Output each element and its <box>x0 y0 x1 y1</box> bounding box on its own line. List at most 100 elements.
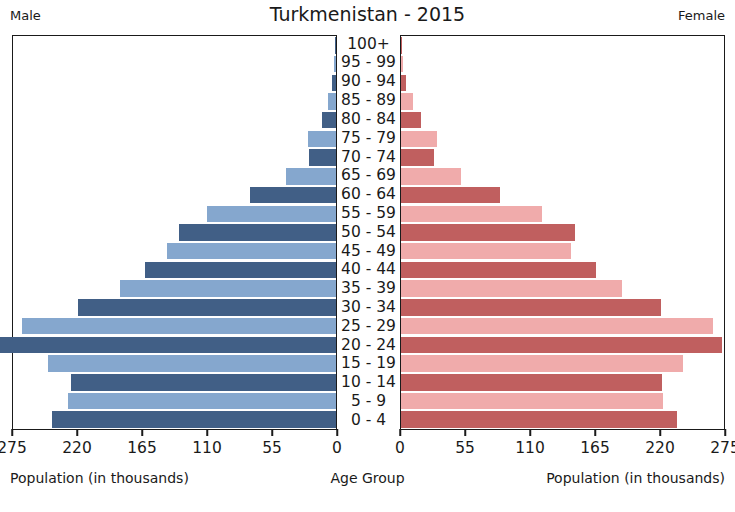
male-bar-row <box>13 55 336 74</box>
age-group-label: 100+ <box>347 37 390 53</box>
female-bar-row <box>401 55 724 74</box>
age-group-label: 55 - 59 <box>341 206 396 222</box>
female-bar <box>401 355 683 371</box>
axis-tick <box>271 429 273 436</box>
female-bar-row <box>401 279 724 298</box>
male-plot-area <box>12 35 337 430</box>
female-bar-row <box>401 354 724 373</box>
female-bar <box>401 206 542 222</box>
axis-tick <box>659 429 661 436</box>
age-group-row: 80 - 84 <box>337 110 400 129</box>
male-bar-row <box>13 242 336 261</box>
female-bar-row <box>401 410 724 429</box>
axis-tick <box>206 429 208 436</box>
female-bar <box>401 56 403 72</box>
axis-tick-label: 220 <box>645 439 675 457</box>
female-bar <box>401 93 413 109</box>
age-group-row: 10 - 14 <box>337 374 400 393</box>
female-bar <box>401 411 677 427</box>
age-group-row: 20 - 24 <box>337 336 400 355</box>
male-bar-row <box>13 298 336 317</box>
male-bar <box>179 224 336 240</box>
axis-tick-label: 165 <box>127 439 157 457</box>
age-group-row: 15 - 19 <box>337 355 400 374</box>
female-bar <box>401 280 622 296</box>
age-group-label: 70 - 74 <box>341 150 396 166</box>
axis-tick <box>11 429 13 436</box>
female-bar-row <box>401 130 724 149</box>
female-bar-row <box>401 261 724 280</box>
female-bar-row <box>401 392 724 411</box>
population-pyramid-chart: Male Turkmenistan - 2015 Female 100+95 -… <box>0 0 735 512</box>
age-group-row: 90 - 94 <box>337 73 400 92</box>
male-bar-row <box>13 392 336 411</box>
female-bar <box>401 187 500 203</box>
female-bar <box>401 149 434 165</box>
male-bar <box>328 93 336 109</box>
male-bar <box>334 56 336 72</box>
female-bar-row <box>401 73 724 92</box>
age-group-label: 30 - 34 <box>341 300 396 316</box>
male-bar <box>22 318 336 334</box>
axis-tick-label: 275 <box>710 439 735 457</box>
age-group-label: 60 - 64 <box>341 187 396 203</box>
female-bar <box>401 168 461 184</box>
age-group-row: 5 - 9 <box>337 392 400 411</box>
female-bar <box>401 374 662 390</box>
axis-tick <box>76 429 78 436</box>
male-bar <box>335 37 336 53</box>
male-bar <box>332 75 336 91</box>
female-bar <box>401 75 406 91</box>
axis-tick <box>141 429 143 436</box>
axis-tick-label: 55 <box>262 439 282 457</box>
male-bar-row <box>13 410 336 429</box>
axis-tick-label: 220 <box>62 439 92 457</box>
male-bar <box>207 206 336 222</box>
male-bar-row <box>13 130 336 149</box>
male-bar-row <box>13 186 336 205</box>
age-group-label: 50 - 54 <box>341 225 396 241</box>
age-group-row: 35 - 39 <box>337 280 400 299</box>
age-group-row: 50 - 54 <box>337 223 400 242</box>
male-bar <box>309 149 336 165</box>
age-group-label: 40 - 44 <box>341 262 396 278</box>
female-bar <box>401 112 421 128</box>
age-group-label: 95 - 99 <box>341 55 396 71</box>
age-group-row: 40 - 44 <box>337 261 400 280</box>
age-group-label: 5 - 9 <box>351 394 386 410</box>
male-bar <box>286 168 337 184</box>
male-bar-row <box>13 279 336 298</box>
female-bar-row <box>401 223 724 242</box>
female-axis-title: Population (in thousands) <box>546 470 725 486</box>
female-bar-row <box>401 167 724 186</box>
female-bar <box>401 393 663 409</box>
axis-tick-label: 275 <box>0 439 27 457</box>
age-group-row: 75 - 79 <box>337 129 400 148</box>
male-bar <box>308 131 336 147</box>
axis-tick <box>464 429 466 436</box>
female-bar-row <box>401 373 724 392</box>
age-group-row: 55 - 59 <box>337 204 400 223</box>
age-group-row: 65 - 69 <box>337 167 400 186</box>
male-bar-row <box>13 148 336 167</box>
female-bar <box>401 224 575 240</box>
age-group-label: 15 - 19 <box>341 356 396 372</box>
age-group-label: 85 - 89 <box>341 93 396 109</box>
female-bar <box>401 299 661 315</box>
age-group-row: 70 - 74 <box>337 148 400 167</box>
age-group-row: 45 - 49 <box>337 242 400 261</box>
male-bar <box>322 112 336 128</box>
male-bar <box>250 187 336 203</box>
male-bar-row <box>13 373 336 392</box>
male-bar-row <box>13 317 336 336</box>
age-group-label: 45 - 49 <box>341 244 396 260</box>
age-group-label: 80 - 84 <box>341 112 396 128</box>
male-bar <box>78 299 336 315</box>
axis-tick <box>724 429 726 436</box>
female-x-axis: 055110165220275 <box>400 430 725 460</box>
male-bar <box>68 393 336 409</box>
axis-tick-label: 55 <box>455 439 475 457</box>
age-group-label: 20 - 24 <box>341 338 396 354</box>
axis-tick <box>594 429 596 436</box>
female-bar-row <box>401 148 724 167</box>
